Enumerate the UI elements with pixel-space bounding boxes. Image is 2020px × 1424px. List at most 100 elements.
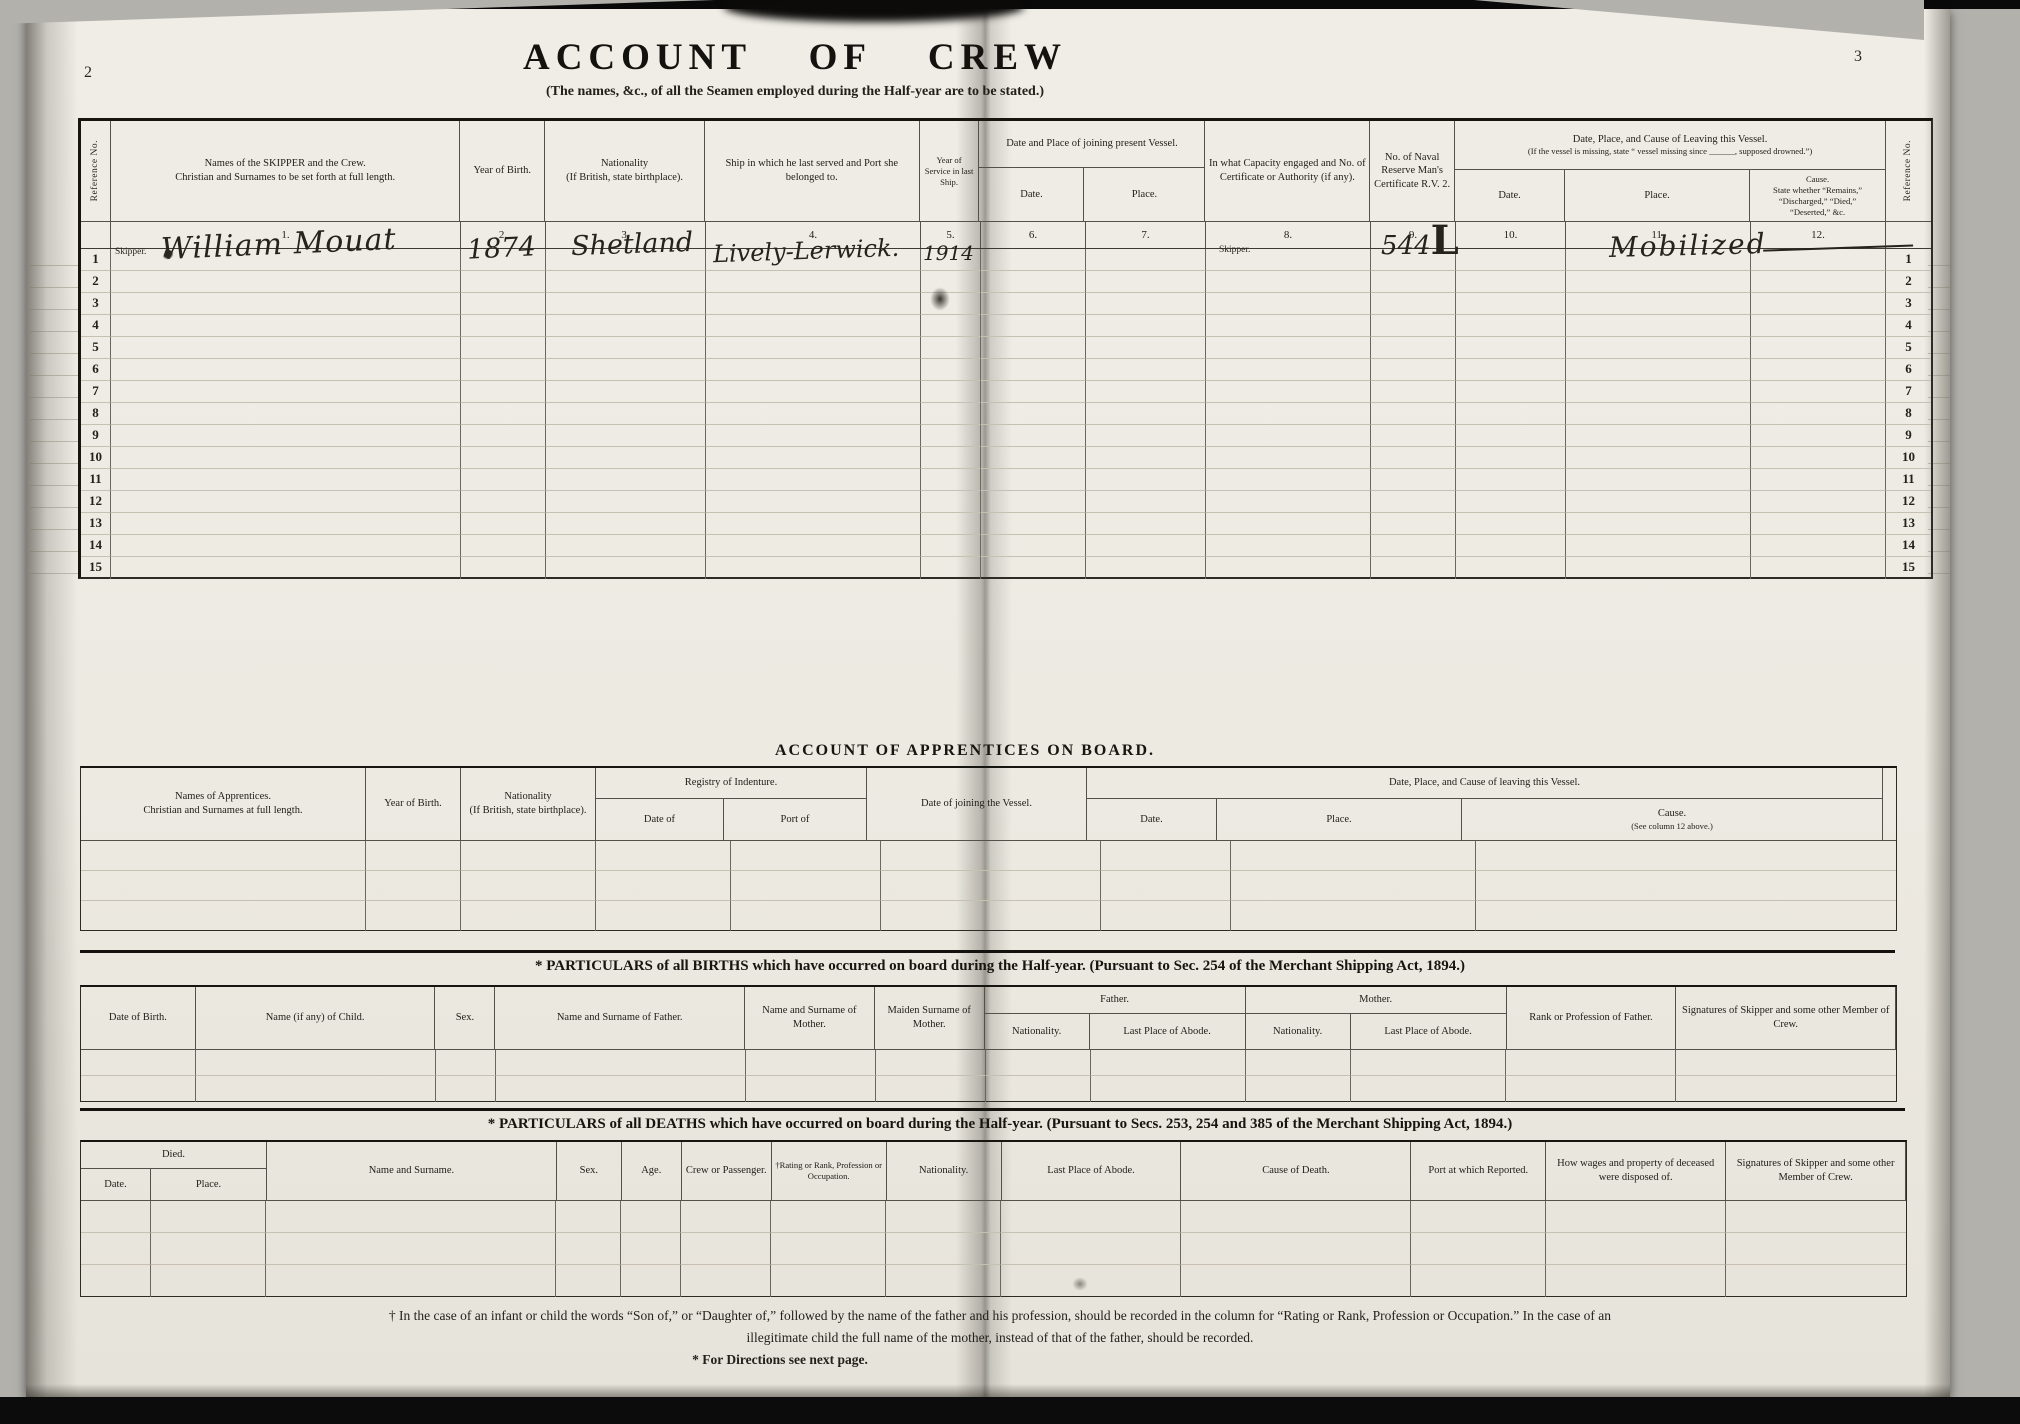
deaths-title: * PARTICULARS of all DEATHS which have o… — [487, 1116, 1513, 1132]
header-leaving-date: Date. — [1455, 170, 1566, 221]
reference-number-left: 2 — [81, 271, 111, 293]
reference-number-left: 5 — [81, 337, 111, 359]
scan-bottom-bar — [0, 1397, 2020, 1424]
empty-cell — [546, 359, 706, 381]
empty-cell — [681, 1233, 771, 1265]
table-row: 10 10 — [81, 447, 1931, 469]
crew-table-body: 1 1 2 2 3 3 4 4 5 5 6 6 7 7 8 8 9 9 10 10 11 11 12 12 13 13 14 14 15… — [81, 249, 1931, 579]
reference-number-left: 9 — [81, 425, 111, 447]
handwritten-leaving-entry: Mobilized — [1608, 226, 1767, 265]
header-nationality: Nationality (If British, state birthplac… — [545, 121, 705, 221]
empty-cell — [546, 425, 706, 447]
col-number-5: 5. — [921, 222, 981, 248]
empty-cell — [921, 557, 981, 579]
empty-cell — [461, 271, 546, 293]
page-subtitle: (The names, &c., of all the Seamen emplo… — [546, 84, 1044, 99]
empty-cell — [706, 491, 921, 513]
handwritten-year-of-birth: 1874 — [466, 231, 537, 266]
empty-cell — [111, 447, 461, 469]
empty-cell — [706, 381, 921, 403]
empty-cell — [366, 871, 461, 901]
empty-cell — [1086, 359, 1206, 381]
empty-cell — [1181, 1233, 1411, 1265]
header-port-reported: Port at which Reported. — [1411, 1142, 1547, 1200]
empty-cell — [461, 901, 596, 931]
empty-cell — [706, 293, 921, 315]
empty-cell — [81, 871, 366, 901]
header-father-nationality: Nationality. — [985, 1014, 1090, 1049]
empty-cell — [706, 337, 921, 359]
empty-cell — [981, 557, 1086, 579]
empty-cell — [1456, 403, 1566, 425]
empty-cell — [886, 1265, 1001, 1297]
empty-cell — [981, 293, 1086, 315]
reference-number-right: 4 — [1886, 315, 1931, 337]
header-death-nationality: Nationality. — [887, 1142, 1002, 1200]
empty-cell — [1751, 359, 1886, 381]
empty-cell — [1566, 447, 1751, 469]
empty-cell — [461, 871, 596, 901]
empty-cell — [1086, 315, 1206, 337]
empty-cell — [921, 425, 981, 447]
empty-cell — [771, 1201, 886, 1233]
empty-cell — [1566, 293, 1751, 315]
empty-cell — [1246, 1050, 1351, 1076]
empty-cell — [1086, 403, 1206, 425]
section-rule-births — [80, 950, 1895, 953]
empty-cell — [1206, 249, 1371, 271]
empty-cell — [496, 1050, 746, 1076]
table-row — [81, 1076, 1896, 1102]
table-row: 11 11 — [81, 469, 1931, 491]
ink-smudge-faint — [1072, 1277, 1088, 1291]
empty-cell — [621, 1265, 681, 1297]
header-death-age: Age. — [622, 1142, 682, 1200]
book-binding — [956, 0, 1012, 1424]
empty-cell — [496, 1076, 746, 1102]
reference-number-right: 12 — [1886, 491, 1931, 513]
page-edge-left — [26, 9, 78, 1398]
reference-number-left: 11 — [81, 469, 111, 491]
reference-number-right: 13 — [1886, 513, 1931, 535]
table-row: 12 12 — [81, 491, 1931, 513]
empty-cell — [876, 1076, 986, 1102]
empty-cell — [1371, 359, 1456, 381]
empty-cell — [681, 1265, 771, 1297]
empty-cell — [151, 1233, 266, 1265]
empty-cell — [1206, 315, 1371, 337]
empty-cell — [1506, 1076, 1676, 1102]
empty-cell — [1001, 1265, 1181, 1297]
empty-cell — [981, 271, 1086, 293]
empty-cell — [546, 513, 706, 535]
table-row — [81, 1233, 1906, 1265]
empty-cell — [1181, 1265, 1411, 1297]
empty-cell — [621, 1201, 681, 1233]
table-row — [81, 841, 1896, 871]
empty-cell — [461, 447, 546, 469]
reference-number-left: 13 — [81, 513, 111, 535]
empty-cell — [1456, 359, 1566, 381]
empty-cell — [1411, 1265, 1546, 1297]
header-apprentice-leaving-place: Place. — [1217, 799, 1462, 840]
header-apprentice-leaving-date: Date. — [1087, 799, 1217, 840]
deaths-table-body — [81, 1201, 1906, 1297]
empty-cell — [1206, 337, 1371, 359]
empty-cell — [461, 359, 546, 381]
page-number-right: 3 — [1854, 48, 1862, 65]
header-mother-nationality: Nationality. — [1246, 1014, 1351, 1049]
empty-cell — [1086, 425, 1206, 447]
empty-cell — [1456, 293, 1566, 315]
table-row — [81, 1201, 1906, 1233]
empty-cell — [1751, 447, 1886, 469]
empty-cell — [111, 491, 461, 513]
reference-number-right: 1 — [1886, 249, 1931, 271]
empty-cell — [1351, 1076, 1506, 1102]
empty-cell — [1751, 249, 1886, 271]
header-joining-group: Date and Place of joining present Vessel… — [979, 121, 1206, 221]
empty-cell — [1371, 557, 1456, 579]
header-year-of-birth: Year of Birth. — [460, 121, 546, 221]
empty-cell — [1206, 535, 1371, 557]
reference-number-left: 4 — [81, 315, 111, 337]
empty-cell — [1086, 271, 1206, 293]
empty-cell — [81, 1265, 151, 1297]
